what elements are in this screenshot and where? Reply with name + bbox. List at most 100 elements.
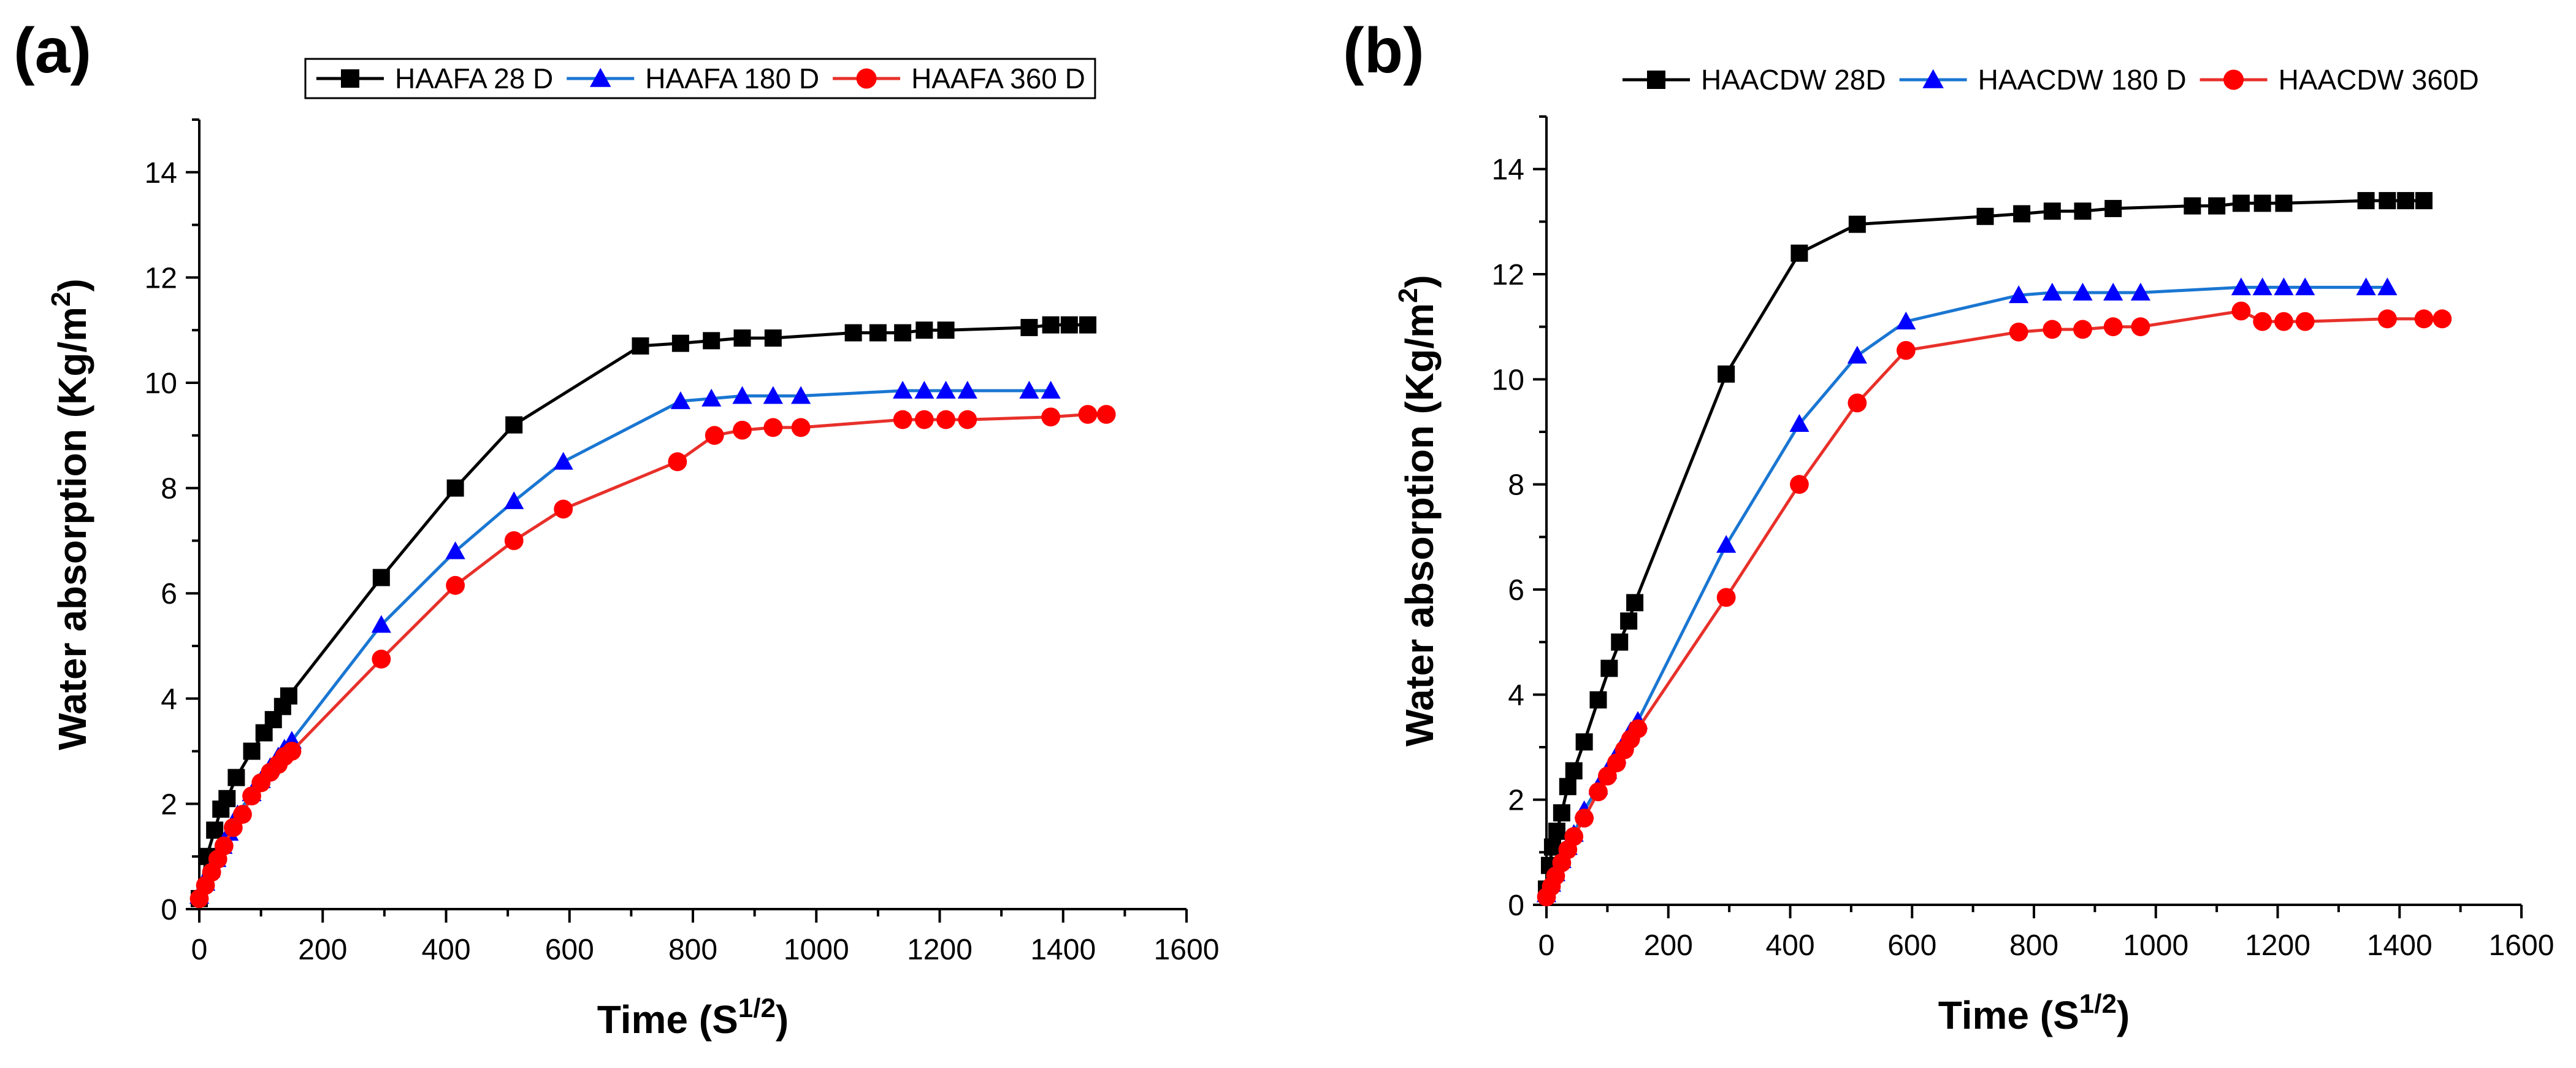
data-point	[2231, 277, 2251, 296]
x-axis-label: Time (S1/2)	[597, 993, 789, 1042]
data-point	[763, 386, 783, 404]
data-point	[958, 410, 977, 429]
data-point	[2377, 277, 2398, 296]
legend-marker	[1922, 69, 1944, 88]
data-point	[936, 380, 956, 399]
data-point	[915, 321, 933, 339]
data-point	[1564, 827, 1584, 847]
data-point	[1041, 380, 1061, 399]
y-tick-label: 6	[161, 578, 177, 610]
x-tick-label: 600	[1887, 929, 1936, 962]
data-point	[670, 391, 690, 409]
y-axis-label-end: )	[50, 279, 94, 291]
y-tick-label: 14	[145, 157, 177, 190]
y-tick-label: 10	[145, 367, 177, 400]
data-point	[1041, 407, 1061, 427]
data-point	[1628, 719, 1648, 739]
data-point	[1847, 345, 1867, 364]
data-point	[218, 789, 236, 807]
data-point	[1575, 733, 1593, 751]
y-axis-label-end: )	[1397, 275, 1442, 288]
x-tick-label: 800	[2009, 929, 2058, 962]
x-axis-label-end: )	[776, 997, 789, 1042]
data-point	[1553, 804, 1570, 822]
data-point	[869, 324, 887, 342]
data-point	[1848, 215, 1866, 233]
data-point	[705, 426, 724, 445]
legend-frame	[304, 58, 1096, 99]
data-point	[632, 337, 649, 355]
x-tick-label: 1400	[2367, 929, 2433, 962]
data-point	[504, 491, 524, 509]
data-point	[2043, 202, 2061, 220]
data-point	[1600, 659, 1618, 677]
data-point	[2397, 192, 2415, 210]
x-axis-label-superscript: 1/2	[2079, 989, 2117, 1019]
series-circle	[189, 405, 1116, 909]
y-axis-label-text: Water absorption (Kg/m	[1397, 303, 1442, 747]
data-point	[1042, 316, 1060, 334]
data-point	[2073, 320, 2092, 339]
data-point	[914, 410, 934, 429]
data-point	[733, 329, 751, 347]
data-point	[763, 418, 783, 437]
data-point	[1716, 535, 1737, 553]
data-point	[2274, 312, 2293, 331]
data-point	[2377, 309, 2397, 329]
data-point	[936, 410, 955, 429]
data-point	[1543, 838, 1561, 856]
data-point	[671, 334, 689, 352]
axes: 0 200 400 600 800 1000 1200 1400 1600 0 2 4 6 8 10 12 14	[1492, 115, 2554, 962]
data-point	[844, 324, 862, 342]
data-point	[2009, 285, 2029, 304]
x-tick-label: 1000	[2123, 929, 2188, 962]
data-point	[732, 386, 752, 404]
data-point	[2009, 322, 2028, 342]
x-tick-label: 0	[191, 934, 208, 966]
data-point	[2379, 192, 2396, 210]
data-point	[372, 650, 391, 669]
data-point	[2274, 277, 2294, 296]
legend-marker	[589, 67, 611, 87]
legend-item: HAAFA 360 D	[833, 63, 1085, 94]
data-point	[764, 329, 782, 347]
x-axis-label-end: )	[2117, 993, 2130, 1037]
data-point	[1611, 633, 1629, 651]
data-point	[791, 418, 811, 437]
legend-label: HAACDW 360D	[2279, 64, 2479, 96]
data-point	[2275, 194, 2293, 212]
data-point	[1789, 414, 1810, 432]
data-point	[1078, 405, 1098, 424]
y-tick-label: 2	[1508, 785, 1524, 817]
legend-label: HAAFA 360 D	[911, 63, 1085, 94]
data-point	[2295, 277, 2315, 296]
legend-marker	[341, 69, 359, 88]
y-tick-label: 4	[161, 683, 177, 716]
panel-label: (a)	[13, 15, 91, 86]
data-point	[2042, 282, 2062, 301]
data-point	[2208, 197, 2226, 215]
legend-marker	[856, 68, 877, 89]
data-point	[446, 479, 464, 497]
series-group	[189, 316, 1116, 909]
series-circle	[1537, 301, 2452, 907]
x-tick-label: 200	[298, 934, 347, 966]
data-point	[1791, 244, 1808, 262]
y-tick-label: 0	[1508, 889, 1524, 922]
y-tick-label: 6	[1508, 574, 1524, 607]
y-tick-label: 12	[1492, 259, 1524, 291]
panel-label: (b)	[1343, 15, 1424, 86]
data-point	[1626, 594, 1644, 612]
data-point	[446, 575, 465, 595]
data-point	[914, 380, 934, 399]
legend-item: HAAFA 180 D	[567, 63, 819, 94]
data-point	[2074, 202, 2092, 220]
data-point	[790, 386, 811, 404]
data-point	[445, 541, 465, 559]
y-axis-label: Water absorption (Kg/m2)	[1393, 275, 1442, 747]
data-point	[1848, 393, 1867, 413]
series-group	[1536, 192, 2452, 907]
data-point	[668, 452, 687, 472]
panel-a: (a) 0 200 400 600 800 1000 1200 1400 1600 0 2 4 6 8 10…	[13, 15, 1219, 1042]
